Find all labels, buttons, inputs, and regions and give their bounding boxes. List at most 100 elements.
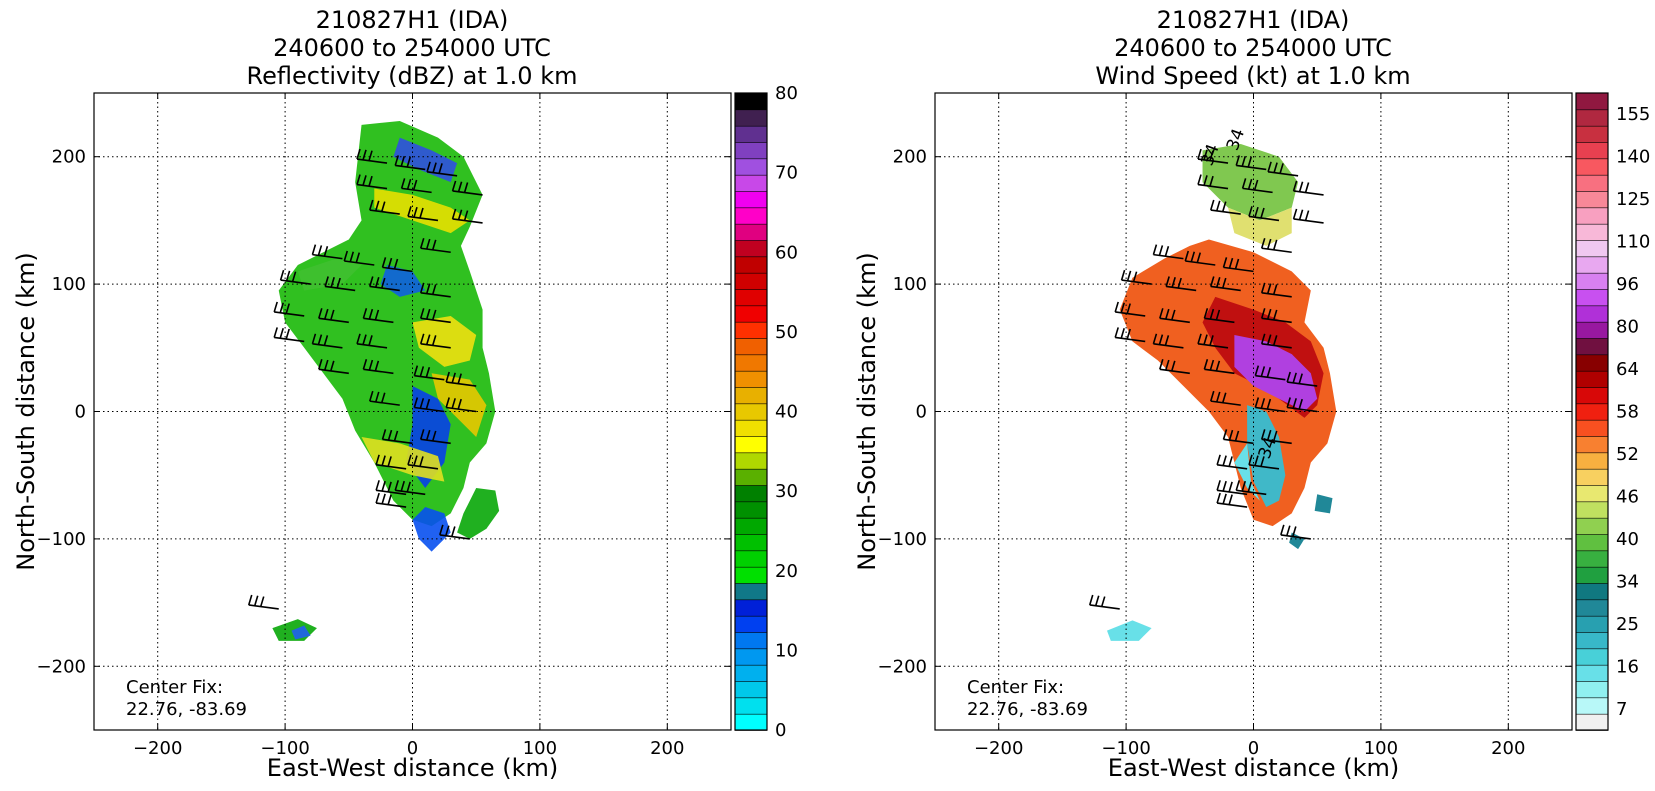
barb-shaft xyxy=(376,502,407,508)
barb-flag xyxy=(330,277,335,288)
wind-barb xyxy=(375,492,407,508)
barb-flag xyxy=(1159,308,1164,319)
wind-barb xyxy=(356,174,388,190)
barb-flag xyxy=(457,398,462,410)
colorbar-swatch xyxy=(734,239,768,258)
barb-shaft xyxy=(1236,164,1267,171)
barb-flag xyxy=(1234,258,1240,270)
barb-shaft xyxy=(1159,317,1190,324)
barb-flag xyxy=(368,199,374,211)
barb-flag xyxy=(1254,397,1260,408)
barb-flag xyxy=(1184,250,1190,262)
colorbar-swatch xyxy=(1575,190,1609,209)
barb-flag xyxy=(1234,430,1240,442)
barb-shaft xyxy=(1204,317,1235,324)
barb-flag xyxy=(1216,480,1221,491)
colorbar-swatch xyxy=(734,125,768,143)
barb-flag xyxy=(425,334,431,345)
colorbar-swatch xyxy=(734,223,768,241)
chart-title-line: Reflectivity (dBZ) at 1.0 km xyxy=(247,62,578,90)
echo-patch xyxy=(297,258,362,291)
wind-barb xyxy=(400,178,432,194)
barb-flag xyxy=(1126,303,1131,314)
barb-flag xyxy=(1247,178,1253,190)
barb-shaft xyxy=(420,247,451,254)
center-fix-text: 22.76, -83.69 xyxy=(967,699,1088,720)
barb-flag xyxy=(394,480,400,491)
reflectivity-panel: 210827H1 (IDA)240600 to 254000 UTCReflec… xyxy=(12,6,798,782)
barb-shaft xyxy=(439,534,470,540)
barb-shaft xyxy=(363,317,394,324)
barb-flag xyxy=(425,308,431,320)
x-tick-label: −100 xyxy=(260,738,309,759)
barb-flag xyxy=(323,245,329,257)
colorbar-tick-label: 140 xyxy=(1616,147,1650,168)
x-tick-label: 0 xyxy=(407,738,418,759)
barb-flag xyxy=(1292,526,1297,537)
colorbar-swatch xyxy=(1575,648,1609,666)
barb-flag xyxy=(1196,252,1202,263)
barb-flag xyxy=(419,308,425,319)
barb-flag xyxy=(1298,373,1303,384)
barb-shaft xyxy=(452,190,483,196)
wind-barb xyxy=(311,244,343,260)
colorbar-swatch xyxy=(734,582,768,601)
barb-shaft xyxy=(407,215,439,222)
barb-flag xyxy=(1248,454,1253,466)
barb-shaft xyxy=(1261,343,1292,349)
barb-flag xyxy=(330,309,335,321)
wind-barb xyxy=(426,161,458,177)
barb-shaft xyxy=(382,438,413,445)
barb-flag xyxy=(1298,209,1304,220)
echo-region xyxy=(1234,335,1318,412)
barb-flag xyxy=(285,270,291,282)
barb-flag xyxy=(375,454,380,466)
wind-barb xyxy=(356,148,388,164)
wind-barb xyxy=(362,359,394,375)
barb-flag xyxy=(1260,429,1266,440)
colorbar-swatch xyxy=(734,664,768,682)
colorbar-tick-label: 80 xyxy=(775,83,798,104)
barb-flag xyxy=(1260,207,1265,219)
colorbar-tick-label: 10 xyxy=(775,640,798,661)
wind-barb xyxy=(318,359,349,375)
barb-flag xyxy=(457,209,463,220)
colorbar-tick-label: 155 xyxy=(1616,104,1650,125)
barb-shaft xyxy=(376,464,407,470)
colorbar-swatch xyxy=(734,190,768,209)
colorbar-tick-label: 34 xyxy=(1616,571,1639,592)
chart-title-line: 210827H1 (IDA) xyxy=(316,6,509,34)
barb-flag xyxy=(407,454,412,466)
wind-barb xyxy=(419,333,451,349)
wind-barb xyxy=(1120,269,1152,285)
colorbar-tick-label: 46 xyxy=(1616,486,1639,507)
barb-flag xyxy=(431,430,437,442)
barb-flag xyxy=(1254,365,1260,376)
colorbar-swatch xyxy=(734,452,768,470)
barb-flag xyxy=(1114,301,1119,313)
colorbar-swatch xyxy=(734,468,768,486)
barb-shaft xyxy=(1159,368,1190,375)
colorbar-tick-label: 80 xyxy=(1616,317,1639,338)
barb-flag xyxy=(374,360,380,372)
barb-flag xyxy=(1215,360,1221,372)
colorbar-tick-label: 50 xyxy=(775,322,798,343)
barb-flag xyxy=(356,333,361,345)
barb-shaft xyxy=(1166,285,1197,292)
x-tick-label: −200 xyxy=(133,738,182,759)
barb-flag xyxy=(1158,334,1164,345)
wind-barb xyxy=(394,480,426,496)
wind-barb xyxy=(1209,390,1241,406)
colorbar-swatch xyxy=(1575,141,1609,160)
y-tick-label: −200 xyxy=(37,656,86,677)
barb-flag xyxy=(1292,180,1298,192)
barb-flag xyxy=(426,161,431,173)
barb-shaft xyxy=(363,368,394,375)
barb-shaft xyxy=(1153,253,1184,260)
colorbar-swatch xyxy=(1575,419,1609,437)
colorbar-swatch xyxy=(734,631,768,650)
barb-flag xyxy=(413,365,419,376)
x-tick-label: 200 xyxy=(1491,738,1525,759)
barb-flag xyxy=(438,163,443,174)
barb-flag xyxy=(1222,480,1227,492)
